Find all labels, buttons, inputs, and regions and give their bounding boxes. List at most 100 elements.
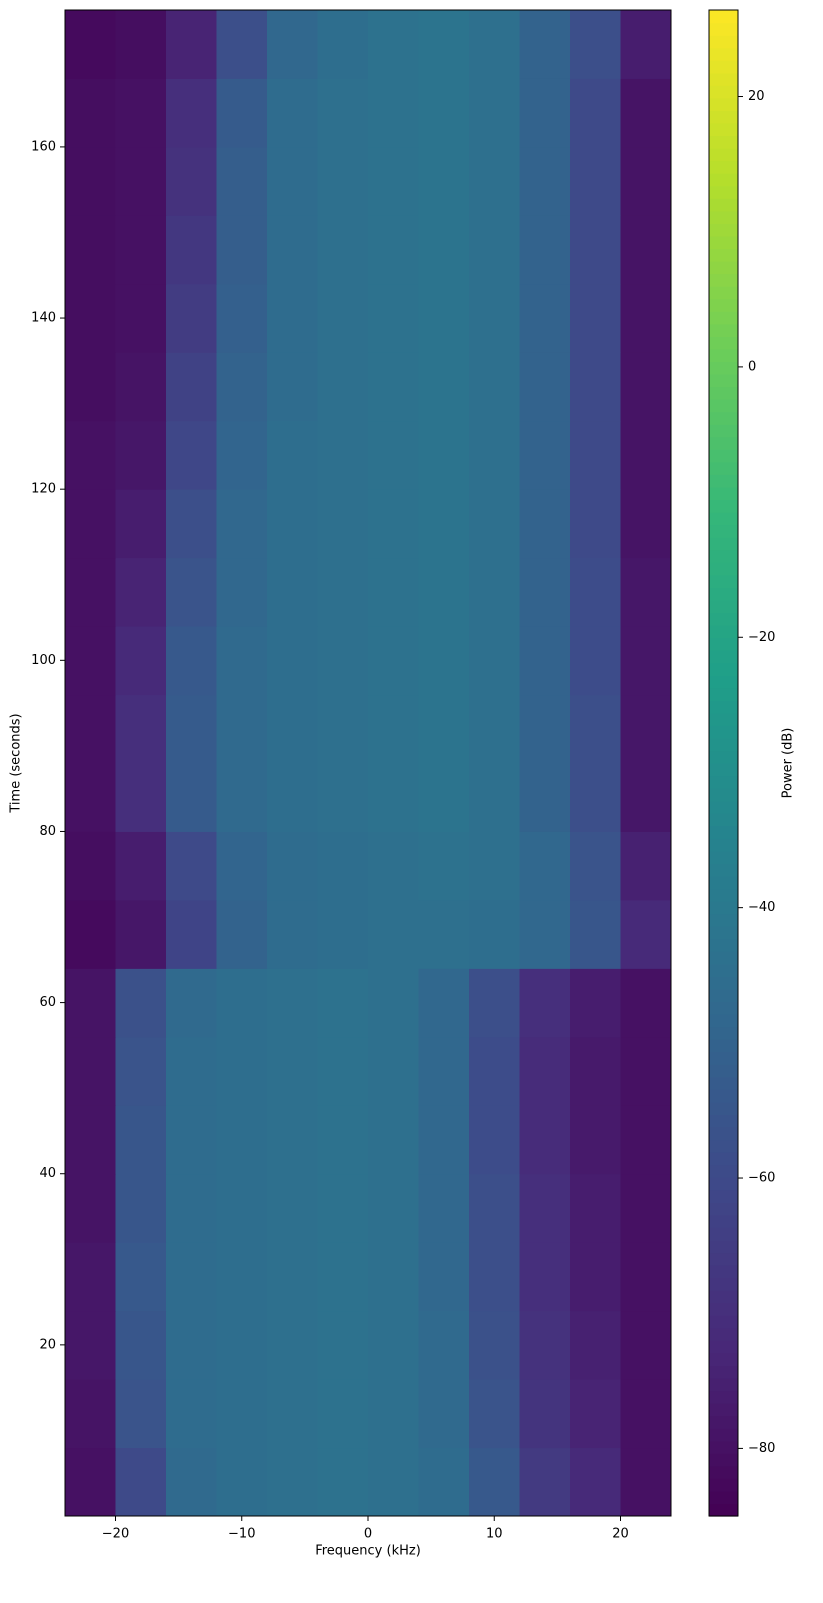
y-tick-label: 40 bbox=[39, 1166, 56, 1181]
heatmap-cell bbox=[65, 694, 116, 764]
colorbar-strip bbox=[709, 951, 738, 965]
colorbar-strip bbox=[709, 1290, 738, 1304]
colorbar-tick-label: −20 bbox=[748, 630, 775, 645]
heatmap-cell bbox=[166, 763, 217, 832]
colorbar-strip bbox=[709, 737, 738, 752]
colorbar-strip bbox=[709, 549, 738, 563]
heatmap-cell bbox=[216, 831, 268, 901]
colorbar-strip bbox=[709, 587, 738, 601]
heatmap-cell bbox=[166, 557, 217, 627]
heatmap-cell bbox=[115, 1447, 167, 1517]
heatmap-cell bbox=[368, 1173, 419, 1243]
colorbar-strip bbox=[709, 1202, 738, 1216]
colorbar-strip bbox=[709, 449, 738, 463]
heatmap-cell bbox=[570, 146, 621, 216]
heatmap-cell bbox=[620, 1105, 672, 1175]
x-tick-label: 20 bbox=[612, 1527, 629, 1542]
heatmap-cell bbox=[519, 420, 571, 490]
heatmap-cell bbox=[469, 1310, 520, 1380]
heatmap-cell bbox=[317, 78, 369, 148]
heatmap-cell bbox=[368, 489, 419, 559]
heatmap-cell bbox=[115, 626, 167, 696]
heatmap-cell bbox=[65, 1447, 116, 1517]
heatmap-cell bbox=[317, 352, 369, 422]
heatmap-cell bbox=[469, 146, 520, 216]
colorbar-strip bbox=[709, 700, 738, 714]
colorbar-strip bbox=[709, 901, 738, 915]
heatmap-cell bbox=[216, 10, 268, 79]
colorbar-strip bbox=[709, 486, 738, 501]
heatmap-cell bbox=[115, 146, 167, 216]
colorbar-strip bbox=[709, 888, 738, 902]
heatmap-cell bbox=[519, 1173, 571, 1243]
colorbar-strip bbox=[709, 348, 738, 362]
heatmap-cell bbox=[317, 626, 369, 696]
heatmap-cell bbox=[570, 1447, 621, 1517]
heatmap-cell bbox=[166, 78, 217, 148]
heatmap-cell bbox=[620, 10, 672, 79]
colorbar-strip bbox=[709, 863, 738, 877]
colorbar-strip bbox=[709, 662, 738, 676]
heatmap-cell bbox=[570, 283, 621, 353]
heatmap-cell bbox=[267, 831, 318, 901]
heatmap-cell bbox=[267, 1379, 318, 1449]
heatmap-cell bbox=[620, 1310, 672, 1380]
colorbar-strip bbox=[709, 1277, 738, 1291]
heatmap-cell bbox=[65, 146, 116, 216]
colorbar-strip bbox=[709, 976, 738, 990]
heatmap-cell bbox=[65, 1379, 116, 1449]
heatmap-cell bbox=[469, 1379, 520, 1449]
heatmap-cell bbox=[317, 694, 369, 764]
heatmap-cell bbox=[519, 146, 571, 216]
x-tick-label: 0 bbox=[364, 1527, 372, 1542]
heatmap-cell bbox=[418, 899, 470, 969]
heatmap-cell bbox=[65, 1036, 116, 1106]
heatmap-cell bbox=[65, 489, 116, 559]
colorbar-strip bbox=[709, 537, 738, 551]
heatmap-cell bbox=[469, 78, 520, 148]
heatmap-cell bbox=[166, 1379, 217, 1449]
colorbar-strip bbox=[709, 10, 738, 24]
heatmap-cell bbox=[317, 557, 369, 627]
colorbar-strip bbox=[709, 1177, 738, 1191]
heatmap-cell bbox=[65, 899, 116, 969]
heatmap-cell bbox=[166, 1036, 217, 1106]
heatmap-cell bbox=[65, 557, 116, 627]
heatmap-cell bbox=[418, 763, 470, 832]
heatmap-cell bbox=[216, 1310, 268, 1380]
colorbar-strip bbox=[709, 750, 738, 764]
heatmap-cell bbox=[65, 1242, 116, 1312]
heatmap-cell bbox=[166, 1242, 217, 1312]
heatmap-cell bbox=[418, 1036, 470, 1106]
heatmap-cell bbox=[418, 1242, 470, 1312]
heatmap-cell bbox=[115, 1379, 167, 1449]
colorbar-strip bbox=[709, 624, 738, 639]
heatmap-cell bbox=[519, 215, 571, 285]
colorbar-strip bbox=[709, 373, 738, 388]
heatmap-cell bbox=[166, 283, 217, 353]
heatmap-cell bbox=[166, 489, 217, 559]
heatmap-cell bbox=[368, 968, 419, 1038]
heatmap-cell bbox=[317, 489, 369, 559]
heatmap-cell bbox=[418, 968, 470, 1038]
colorbar-strip bbox=[709, 235, 738, 250]
heatmap-cell bbox=[216, 694, 268, 764]
heatmap-cell bbox=[267, 694, 318, 764]
heatmap-cell bbox=[368, 557, 419, 627]
heatmap-cell bbox=[469, 215, 520, 285]
heatmap-cell bbox=[65, 763, 116, 832]
heatmap-cell bbox=[368, 352, 419, 422]
colorbar-strip bbox=[709, 1365, 738, 1379]
heatmap-cell bbox=[115, 1105, 167, 1175]
colorbar-strip bbox=[709, 1139, 738, 1153]
heatmap-cell bbox=[267, 1173, 318, 1243]
heatmap-cell bbox=[368, 78, 419, 148]
heatmap-cell bbox=[267, 420, 318, 490]
y-tick-label: 120 bbox=[31, 482, 56, 497]
colorbar-strip bbox=[709, 1051, 738, 1065]
heatmap-cell bbox=[317, 10, 369, 79]
colorbar-strip bbox=[709, 1265, 738, 1279]
heatmap-cell bbox=[65, 10, 116, 79]
colorbar-strip bbox=[709, 1089, 738, 1103]
heatmap-cell bbox=[570, 831, 621, 901]
